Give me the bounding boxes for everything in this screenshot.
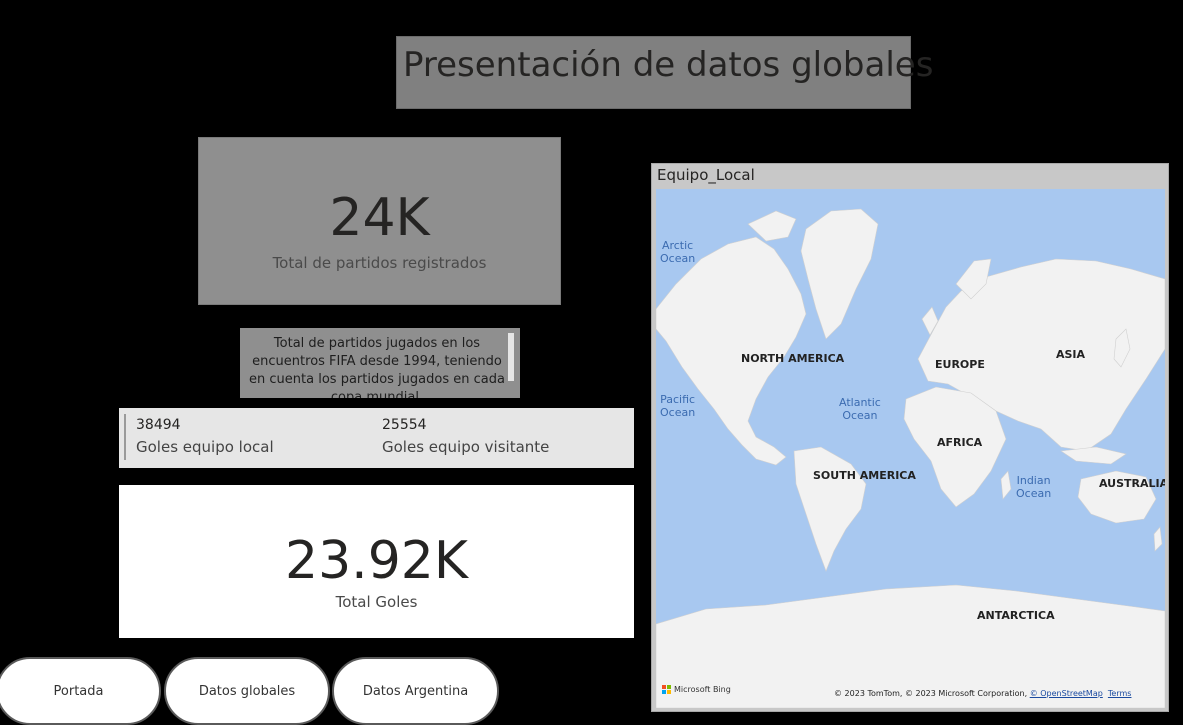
total-matches-value: 24K (329, 188, 430, 248)
map-label-europe: EUROPE (935, 358, 985, 371)
new-zealand-landmass (1153, 526, 1163, 552)
total-goals-value: 23.92K (285, 531, 468, 591)
description-scrollbar[interactable] (508, 333, 514, 381)
bing-logo: Microsoft Bing (662, 685, 731, 694)
map-title: Equipo_Local (657, 166, 755, 184)
map-label-australia: AUSTRALIA (1099, 477, 1165, 490)
description-text: Total de partidos jugados en los encuent… (249, 336, 505, 398)
map-visual[interactable]: Equipo_Local (651, 163, 1169, 712)
total-goals-card[interactable]: 23.92K Total Goles (119, 485, 634, 638)
away-goals-label: Goles equipo visitante (382, 438, 550, 456)
map-label-north-america: NORTH AMERICA (741, 352, 845, 365)
total-matches-label: Total de partidos registrados (272, 254, 487, 272)
map-label-africa: AFRICA (937, 436, 983, 449)
nav-datos-globales-button[interactable]: Datos globales (164, 657, 330, 725)
total-goals-label: Total Goles (335, 593, 418, 611)
nav-portada-button[interactable]: Portada (0, 657, 161, 725)
home-goals-label: Goles equipo local (136, 438, 274, 456)
terms-link[interactable]: Terms (1107, 689, 1132, 698)
goals-multirow-card[interactable]: 38494 Goles equipo local 25554 Goles equ… (119, 408, 634, 468)
map-label-asia: ASIA (1056, 348, 1086, 361)
arctic-islands-landmass (747, 210, 797, 242)
map-attribution: © 2023 TomTom, © 2023 Microsoft Corporat… (834, 689, 1132, 698)
page-title: Presentación de datos globales (403, 45, 934, 85)
home-goals-value: 38494 (136, 417, 181, 433)
map-canvas[interactable]: NORTH AMERICA EUROPE ASIA AFRICA SOUTH A… (656, 189, 1165, 708)
south-america-landmass (793, 446, 867, 572)
description-textbox[interactable]: Total de partidos jugados en los encuent… (240, 328, 520, 398)
openstreetmap-link[interactable]: © OpenStreetMap (1029, 689, 1103, 698)
map-label-south-america: SOUTH AMERICA (813, 469, 916, 482)
away-goals-value: 25554 (382, 417, 427, 433)
map-label-antarctica: ANTARCTICA (977, 609, 1055, 622)
total-matches-card[interactable]: 24K Total de partidos registrados (198, 137, 561, 305)
nav-datos-argentina-button[interactable]: Datos Argentina (332, 657, 499, 725)
uk-landmass (921, 306, 939, 336)
japan-landmass (1113, 328, 1131, 368)
map-label-indian-ocean: Indian Ocean (1016, 474, 1052, 500)
north-america-landmass (656, 236, 807, 466)
scandinavia-landmass (955, 258, 992, 300)
microsoft-logo-icon (662, 685, 671, 694)
africa-landmass (903, 386, 1007, 508)
world-map (656, 208, 1165, 708)
map-label-atlantic-ocean: Atlantic Ocean (839, 396, 881, 422)
indonesia-landmass (1060, 446, 1127, 465)
page-title-box: Presentación de datos globales (396, 36, 933, 109)
antarctica-landmass (656, 584, 1165, 708)
australia-landmass (1077, 470, 1157, 524)
map-label-pacific-ocean: Pacific Ocean (660, 393, 696, 419)
card-accent-bar (124, 414, 126, 460)
bing-provider-text: Microsoft Bing (674, 685, 731, 694)
greenland-landmass (800, 208, 879, 340)
madagascar-landmass (1000, 470, 1012, 500)
map-label-arctic-ocean: Arctic Ocean (660, 239, 696, 265)
